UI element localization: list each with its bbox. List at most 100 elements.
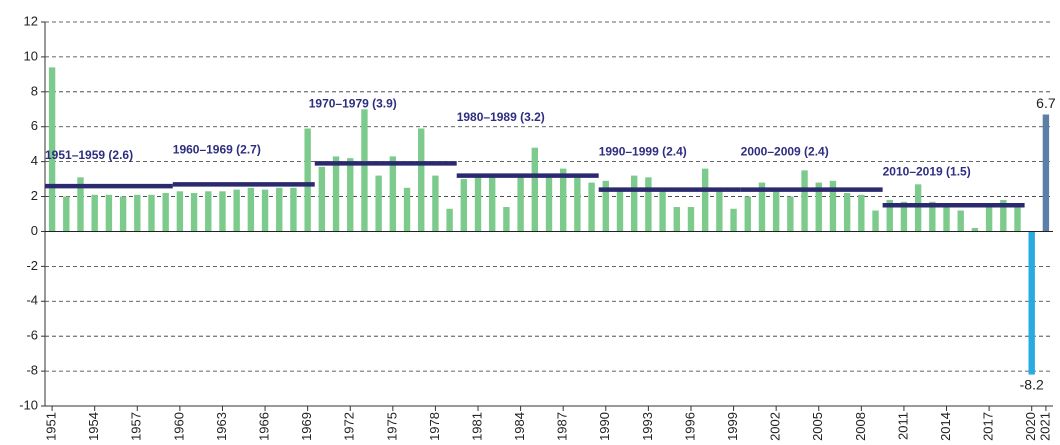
bar: [91, 194, 98, 232]
bar: [176, 191, 184, 232]
x-tick-label: 2017: [981, 412, 996, 441]
bar: [943, 203, 950, 232]
bar: [389, 156, 397, 232]
y-tick-label: -2: [26, 258, 38, 273]
bar: [730, 208, 737, 232]
bar: [673, 207, 680, 232]
bar: [63, 196, 70, 232]
bar: [134, 194, 141, 232]
y-tick-label: -8: [26, 363, 38, 378]
bar: [787, 196, 794, 232]
x-tick-label: 1966: [256, 412, 271, 441]
bar: [1028, 231, 1035, 375]
bar: [162, 193, 169, 232]
bar: [815, 182, 822, 232]
bar: [801, 170, 808, 232]
x-tick-label: 1960: [171, 412, 186, 441]
bar: [560, 168, 567, 232]
bar: [531, 147, 538, 232]
bar: [645, 177, 652, 232]
bar: [446, 208, 453, 232]
data-label: 6.7: [1036, 95, 1056, 111]
x-tick-label: 1987: [555, 412, 570, 441]
bar: [914, 184, 922, 232]
bar: [261, 189, 269, 232]
bar: [574, 177, 581, 232]
y-tick-label: 6: [31, 118, 38, 133]
y-tick-label: 12: [24, 13, 38, 28]
bar: [290, 187, 297, 232]
average-label: 1951–1959 (2.6): [45, 148, 133, 162]
bar: [843, 193, 851, 232]
bar: [829, 180, 837, 232]
x-tick-label: 1954: [86, 412, 101, 441]
bar: [900, 201, 908, 232]
x-tick-label: 1951: [44, 412, 59, 441]
bar: [858, 194, 865, 232]
bar: [886, 200, 893, 232]
bar: [332, 156, 340, 232]
bar: [190, 193, 198, 232]
average-label: 1970–1979 (3.9): [309, 97, 397, 111]
bar: [403, 187, 411, 232]
x-tick-label: 2021: [1037, 412, 1052, 441]
average-label: 2000–2009 (2.4): [741, 145, 829, 159]
y-tick-label: -4: [26, 293, 38, 308]
bar: [460, 179, 468, 232]
x-tick-label: 1993: [640, 412, 655, 441]
bar: [1014, 203, 1021, 232]
x-tick-label: 1963: [214, 412, 229, 441]
average-label: 1960–1969 (2.7): [173, 142, 261, 156]
bar: [1042, 114, 1050, 232]
x-tick-label: 2020: [1023, 412, 1038, 441]
bar: [304, 128, 311, 232]
x-tick-label: 1990: [597, 412, 612, 441]
bar: [503, 207, 510, 232]
bar: [701, 168, 709, 232]
bar: [602, 180, 609, 232]
x-tick-label: 1972: [342, 412, 357, 441]
bar: [119, 196, 127, 232]
y-tick-label: 2: [31, 188, 38, 203]
bar: [630, 175, 638, 232]
x-tick-label: 1981: [469, 412, 484, 441]
data-label: -8.2: [1020, 376, 1044, 392]
x-tick-label: 2002: [768, 412, 783, 441]
y-tick-label: 10: [24, 48, 38, 63]
bar: [588, 182, 595, 232]
bar: [985, 205, 993, 232]
bar: [347, 158, 354, 232]
bar: [361, 109, 368, 232]
bar: [318, 166, 326, 232]
bar: [517, 177, 524, 232]
bar: [148, 194, 155, 232]
bar: [716, 191, 723, 232]
y-tick-label: 8: [31, 83, 38, 98]
bar: [418, 128, 425, 232]
bar: [616, 191, 624, 232]
bar: [1000, 200, 1007, 232]
x-tick-label: 2005: [810, 412, 825, 441]
bar: [971, 227, 979, 232]
x-tick-label: 2008: [853, 412, 868, 441]
bar: [205, 191, 212, 232]
bar: [687, 207, 695, 232]
bar: [474, 177, 482, 232]
bar: [375, 175, 382, 232]
y-tick-label: -6: [26, 328, 38, 343]
bar: [247, 187, 255, 232]
x-tick-label: 1996: [682, 412, 697, 441]
bar: [659, 189, 666, 232]
bar: [105, 194, 113, 232]
bar: [744, 196, 751, 232]
x-tick-label: 1957: [129, 412, 144, 441]
bar: [276, 187, 283, 232]
bar: [545, 173, 553, 232]
bar: [772, 187, 780, 232]
x-tick-label: 1999: [725, 412, 740, 441]
x-tick-label: 1984: [512, 412, 527, 441]
bar: [872, 210, 879, 232]
bar: [957, 210, 964, 232]
bar: [758, 182, 766, 232]
average-label: 1990–1999 (2.4): [599, 145, 687, 159]
